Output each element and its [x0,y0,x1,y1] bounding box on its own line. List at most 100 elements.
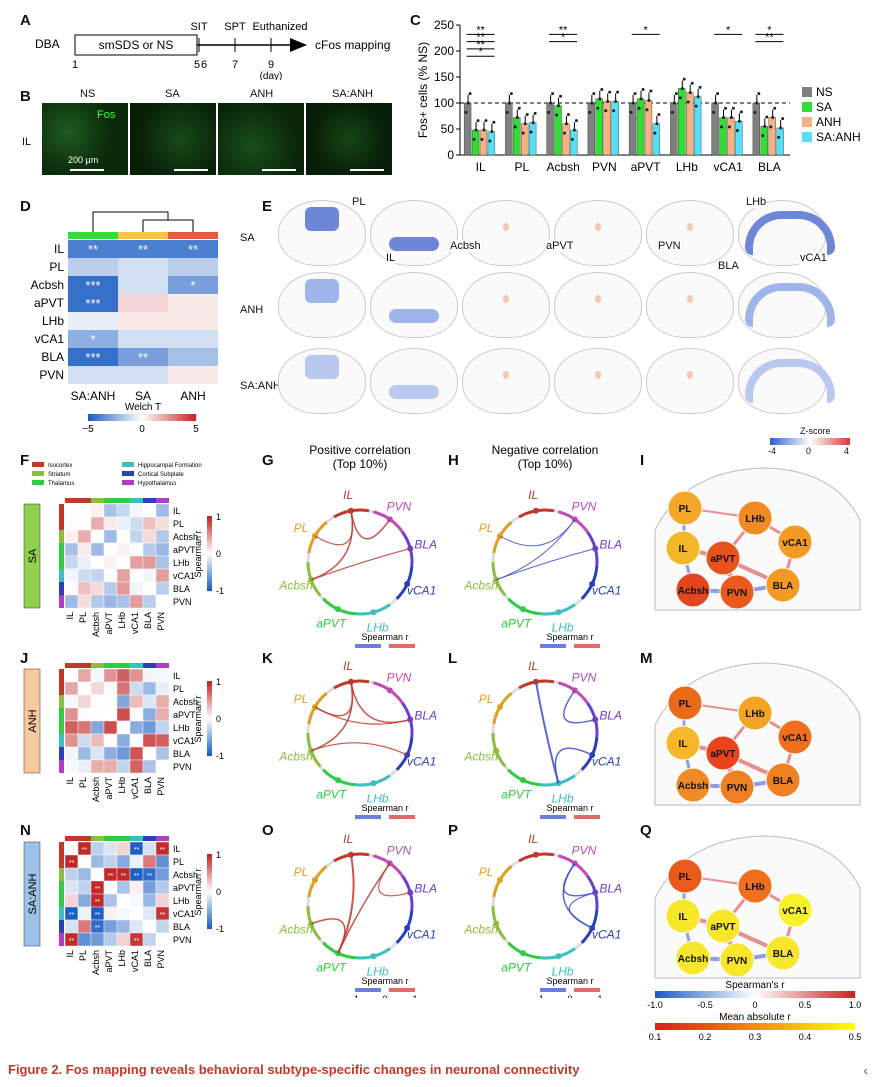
region-highlight [745,359,835,403]
chord-node-label: PL [294,521,309,535]
matrix-cell [116,841,131,856]
colorbar-step [207,728,212,732]
colorbar-tick: 0 [216,714,221,724]
row-label: BLA [41,350,64,364]
matrix-cell [155,594,170,609]
data-point [698,85,702,89]
matrix-cell [103,932,118,947]
bar [513,117,521,156]
matrix-col-label: Acbsh [91,612,101,637]
matrix-cell [77,503,92,518]
matrix-cell [90,759,105,774]
category-bar [65,498,78,503]
colorbar-step [161,414,164,421]
colorbar-step [723,1023,728,1030]
chord-node [407,716,414,723]
matrix-row-label: aPVT [173,883,196,893]
colorbar-step [207,856,212,860]
matrix-cell [77,854,92,869]
region-label: Acbsh [450,240,481,252]
network-node-label: BLA [773,949,794,960]
bar [487,131,496,156]
colorbar-step [147,414,150,421]
event-sit: SIT [190,21,207,33]
matrix-cell [129,542,144,557]
chord-node [555,780,562,787]
chord-node-label: PL [479,521,494,535]
chord-node [370,780,377,787]
data-point [757,92,761,96]
colorbar-step [207,566,212,569]
network-node-label: PVN [727,588,748,599]
category-bar [59,530,64,543]
colorbar-step [107,414,110,421]
brain-row-label: ANH [240,304,264,316]
colorbar-step [723,991,728,998]
data-point [525,112,529,116]
data-point [712,110,716,114]
colorbar-step [188,414,191,421]
category-bar [59,894,64,907]
matrix-row-label: BLA [173,749,190,759]
chord-legend-title: Spearman r [546,632,593,642]
colorbar-step [140,414,143,421]
matrix-row-label: PVN [173,762,192,772]
data-point [616,90,620,94]
chord-node-label: BLA [599,708,622,722]
chord-node-label: LHb [552,965,574,979]
matrix-star: ** [121,873,127,880]
chord-node [370,953,377,960]
legend-title: Mean absolute r [719,1012,791,1023]
significance-mark: ** [476,24,485,36]
matrix-cell [103,919,118,934]
page-arrow-icon[interactable]: ‹ [863,1062,868,1078]
colorbar-step [207,874,212,877]
y-tick-label: 50 [441,122,455,136]
matrix-cell [103,694,118,709]
data-point [720,125,724,129]
data-point [604,109,608,113]
data-point [513,125,517,129]
colorbar-step [831,1023,836,1030]
region-highlight [389,237,439,251]
matrix-cell [103,542,118,557]
chord-legend-neg [540,644,566,648]
colorbar-step [207,696,212,699]
legend-label: SA:ANH [816,130,861,144]
colorbar-tick: 0.1 [649,1032,662,1042]
colorbar-step [160,414,162,421]
matrix-cell [129,529,144,544]
colorbar-tick: 5 [193,424,199,435]
panel-letter-a: A [20,12,31,29]
matrix-cell [142,542,157,557]
colorbar-step [192,414,195,421]
matrix-col-label: PL [78,777,88,788]
matrix-cell [142,581,157,596]
brain-section [462,272,550,338]
colorbar-step [843,1023,848,1030]
matrix-cell [103,720,118,735]
panel-letter-c: C [410,12,421,29]
chord-node-label: aPVT [501,788,533,802]
brain-section [462,200,550,266]
heatmap-cell [168,276,218,294]
network-node-label: PL [679,872,692,883]
matrix-row-label: IL [173,844,181,854]
scale-bar [350,169,384,171]
region-label: BLA [718,260,739,272]
chord-link [563,689,596,724]
network-node [705,735,741,771]
colorbar-label: Spearman r [193,695,203,742]
network-node-label: IL [679,739,688,750]
network-node [737,695,773,731]
category-bar [59,920,64,933]
colorbar-step [663,1023,668,1030]
matrix-cell [90,932,105,947]
matrix-cell [64,568,79,583]
colorbar-step [122,414,125,421]
matrix-star: ** [69,938,75,945]
bar [670,102,678,156]
colorbar-step [194,414,197,421]
y-tick-label: 200 [434,44,454,58]
matrix-cell [142,720,157,735]
